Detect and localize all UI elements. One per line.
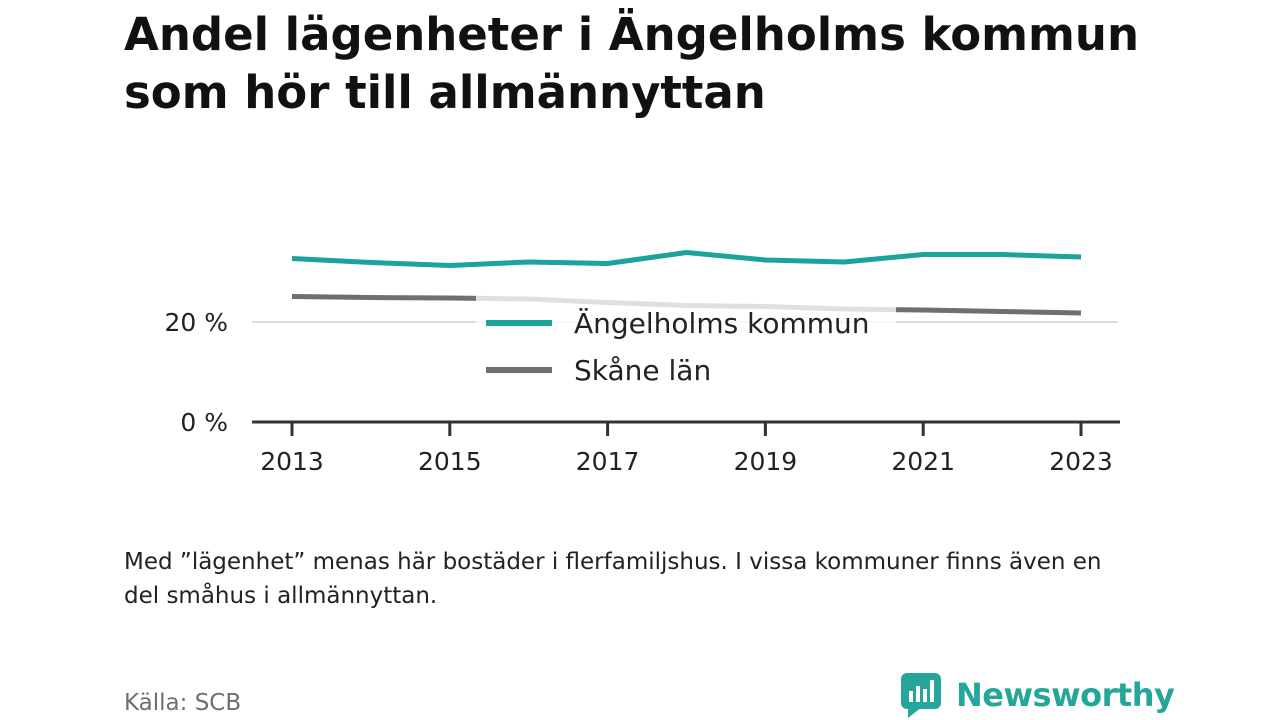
source-label: Källa: SCB bbox=[124, 690, 242, 716]
axes: 0 % 20 % 2013 2015 2017 2019 2021 2023 bbox=[164, 308, 1120, 476]
x-tick-label: 2015 bbox=[418, 447, 482, 476]
x-tick-label: 2023 bbox=[1049, 447, 1113, 476]
legend-label: Ängelholms kommun bbox=[574, 307, 870, 340]
y-tick-label: 0 % bbox=[180, 408, 228, 437]
chart-title: Andel lägenheter i Ängelholms kommun som… bbox=[124, 8, 1140, 119]
x-tick-label: 2021 bbox=[891, 447, 955, 476]
y-tick-label: 20 % bbox=[164, 308, 228, 337]
brand-logo: Newsworthy bbox=[900, 671, 1175, 719]
x-tick-label: 2013 bbox=[260, 447, 324, 476]
footnote: Med ”lägenhet” menas här bostäder i fler… bbox=[124, 549, 1102, 609]
legend: Ängelholms kommun Skåne län bbox=[476, 290, 896, 394]
brand-name: Newsworthy bbox=[956, 676, 1175, 714]
legend-background bbox=[476, 290, 896, 394]
legend-label: Skåne län bbox=[574, 354, 711, 387]
series-line-angelholm bbox=[291, 250, 1082, 268]
x-tick-label: 2017 bbox=[576, 447, 640, 476]
x-tick-label: 2019 bbox=[734, 447, 798, 476]
bar-chart-speech-bubble-icon bbox=[901, 673, 941, 718]
